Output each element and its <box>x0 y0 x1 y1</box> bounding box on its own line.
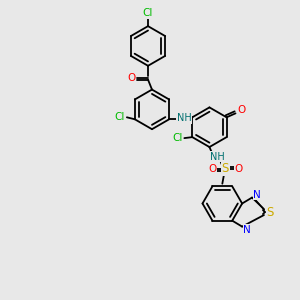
Text: N: N <box>253 190 261 200</box>
Text: O: O <box>208 164 217 174</box>
Text: Cl: Cl <box>172 133 183 143</box>
Text: O: O <box>237 105 246 116</box>
Text: N: N <box>243 225 251 235</box>
Text: S: S <box>222 162 229 175</box>
Text: Cl: Cl <box>115 112 125 122</box>
Text: O: O <box>127 73 135 83</box>
Text: NH: NH <box>177 113 191 123</box>
Text: S: S <box>266 206 274 219</box>
Text: Cl: Cl <box>143 8 153 18</box>
Text: NH: NH <box>210 152 225 162</box>
Text: O: O <box>234 164 242 174</box>
